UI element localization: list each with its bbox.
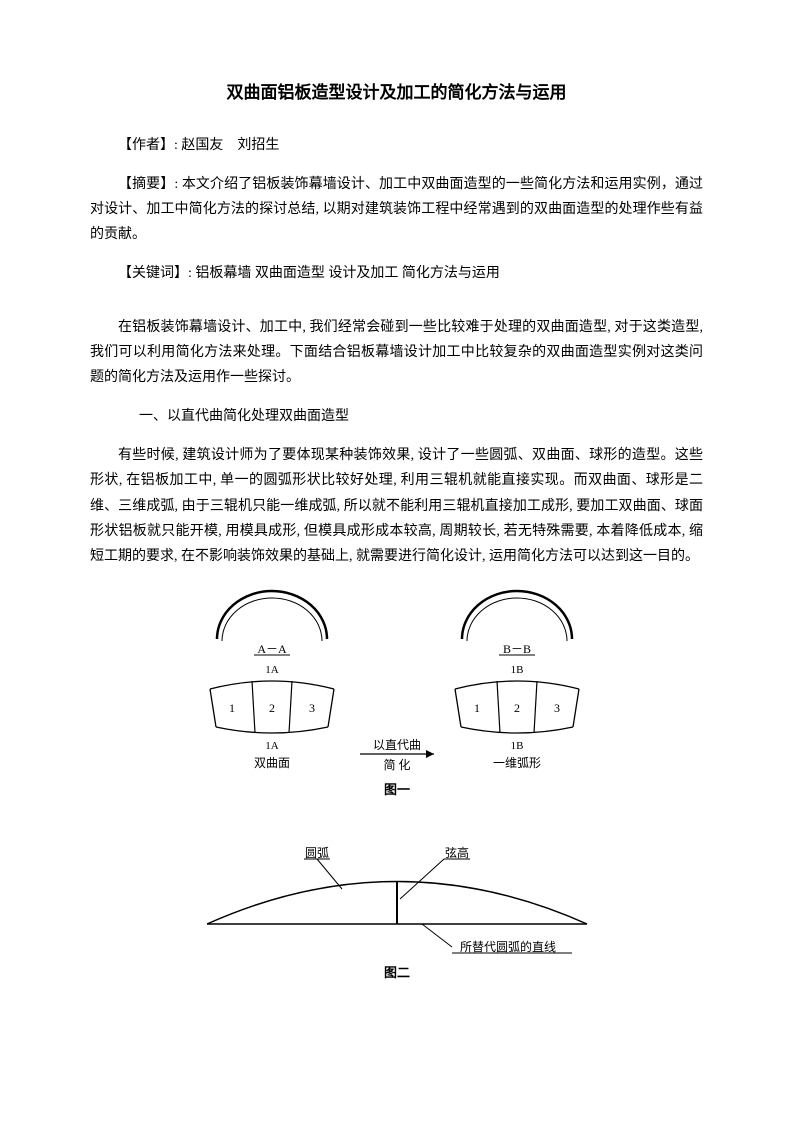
fig1-left-n2: 2	[269, 701, 275, 715]
fig1-1b-bot: 1B	[510, 740, 523, 752]
fig1-caption: 图一	[383, 782, 409, 797]
section-1-head: 一、以直代曲简化处理双曲面造型	[90, 404, 703, 429]
fig1-right-n3: 3	[554, 701, 560, 715]
fig1-left-n3: 3	[309, 701, 315, 715]
abstract: 【摘要】: 本文介绍了铝板装饰幕墙设计、加工中双曲面造型的一些简化方法和运用实例…	[90, 172, 703, 248]
fig1-right-n1: 1	[474, 701, 480, 715]
figures-region: A－A 1A 1 2 3 1A 双曲面 以直代曲	[90, 589, 703, 979]
fig2-line-label: 所替代圆弧的直线	[460, 939, 556, 954]
fig2-caption: 图二	[383, 965, 409, 979]
fig1-right-n2: 2	[514, 701, 520, 715]
fig1-mid-top: 以直代曲	[372, 738, 420, 752]
fig1-left-label: 双曲面	[253, 756, 289, 770]
keywords: 【关键词】: 铝板幕墙 双曲面造型 设计及加工 简化方法与运用	[90, 261, 703, 286]
fig1-1a-bot: 1A	[265, 740, 279, 752]
fig1-right-label: 一维弧形	[492, 756, 540, 770]
fig1-left-n1: 1	[229, 701, 235, 715]
fig2-arc-label: 圆弧	[304, 846, 328, 860]
figure-1: A－A 1A 1 2 3 1A 双曲面 以直代曲	[182, 589, 612, 799]
fig1-mid-bot: 简 化	[383, 758, 410, 772]
author-line: 【作者】: 赵国友 刘招生	[90, 133, 703, 158]
paragraph-intro: 在铝板装饰幕墙设计、加工中, 我们经常会碰到一些比较难于处理的双曲面造型, 对于…	[90, 315, 703, 391]
page-title: 双曲面铝板造型设计及加工的简化方法与运用	[90, 78, 703, 109]
fig2-chord-label: 弦高	[444, 845, 468, 860]
fig1-sec-b: B－B	[502, 642, 530, 656]
fig1-1b-top: 1B	[510, 664, 523, 676]
fig1-sec-a: A－A	[257, 642, 287, 656]
fig1-1a-top: 1A	[265, 664, 279, 676]
paragraph-2: 有些时候, 建筑设计师为了要体现某种装饰效果, 设计了一些圆弧、双曲面、球形的造…	[90, 443, 703, 569]
figure-2: 圆弧 弦高 所替代圆弧的直线 图二	[182, 819, 612, 979]
